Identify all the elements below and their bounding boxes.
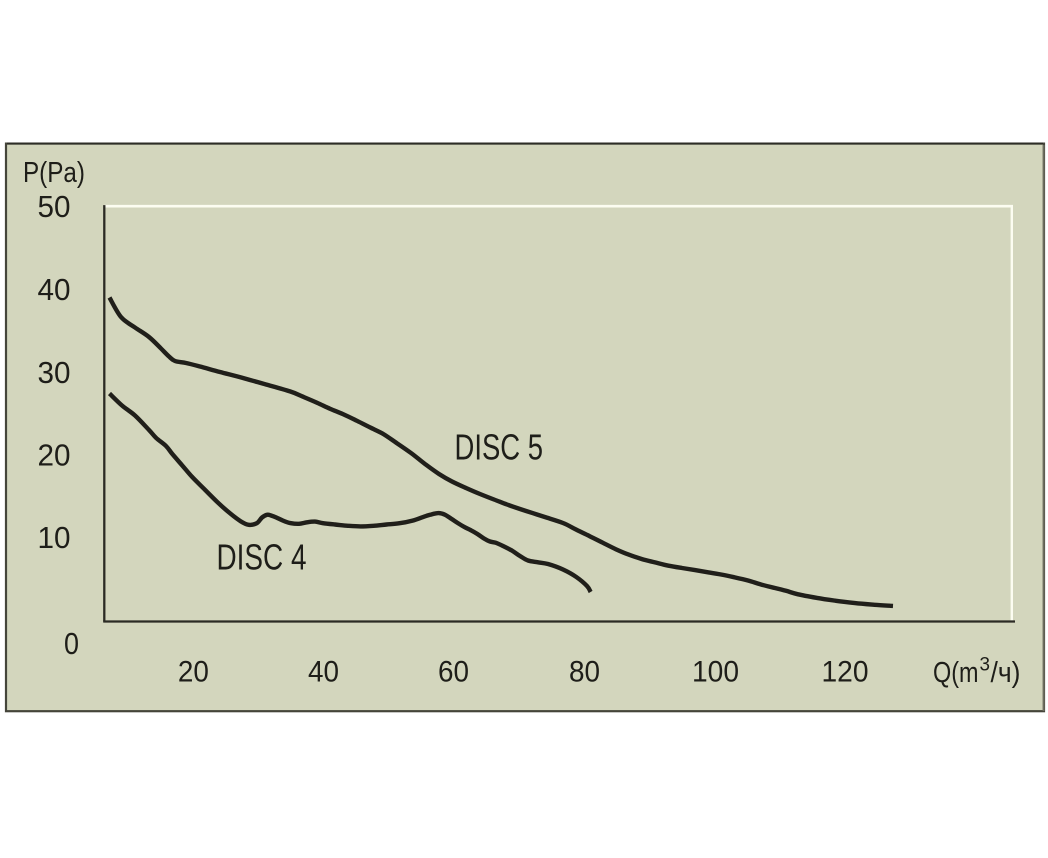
svg-text:Q(m: Q(m <box>933 657 979 689</box>
svg-text:10: 10 <box>38 520 71 555</box>
svg-text:60: 60 <box>438 656 469 689</box>
svg-text:DISC 4: DISC 4 <box>217 537 307 578</box>
svg-text:DISC 5: DISC 5 <box>455 427 544 468</box>
svg-text:40: 40 <box>38 272 71 307</box>
svg-text:80: 80 <box>569 656 600 689</box>
svg-text:30: 30 <box>38 355 71 390</box>
svg-text:P(Pa): P(Pa) <box>23 157 85 189</box>
svg-text:120: 120 <box>822 656 869 689</box>
svg-text:50: 50 <box>38 189 71 224</box>
svg-text:/ч): /ч) <box>991 657 1021 689</box>
svg-text:3: 3 <box>980 654 991 676</box>
svg-text:20: 20 <box>38 438 71 473</box>
svg-text:0: 0 <box>64 626 79 661</box>
svg-text:40: 40 <box>308 656 339 689</box>
svg-text:100: 100 <box>692 656 739 689</box>
svg-text:20: 20 <box>178 656 209 689</box>
